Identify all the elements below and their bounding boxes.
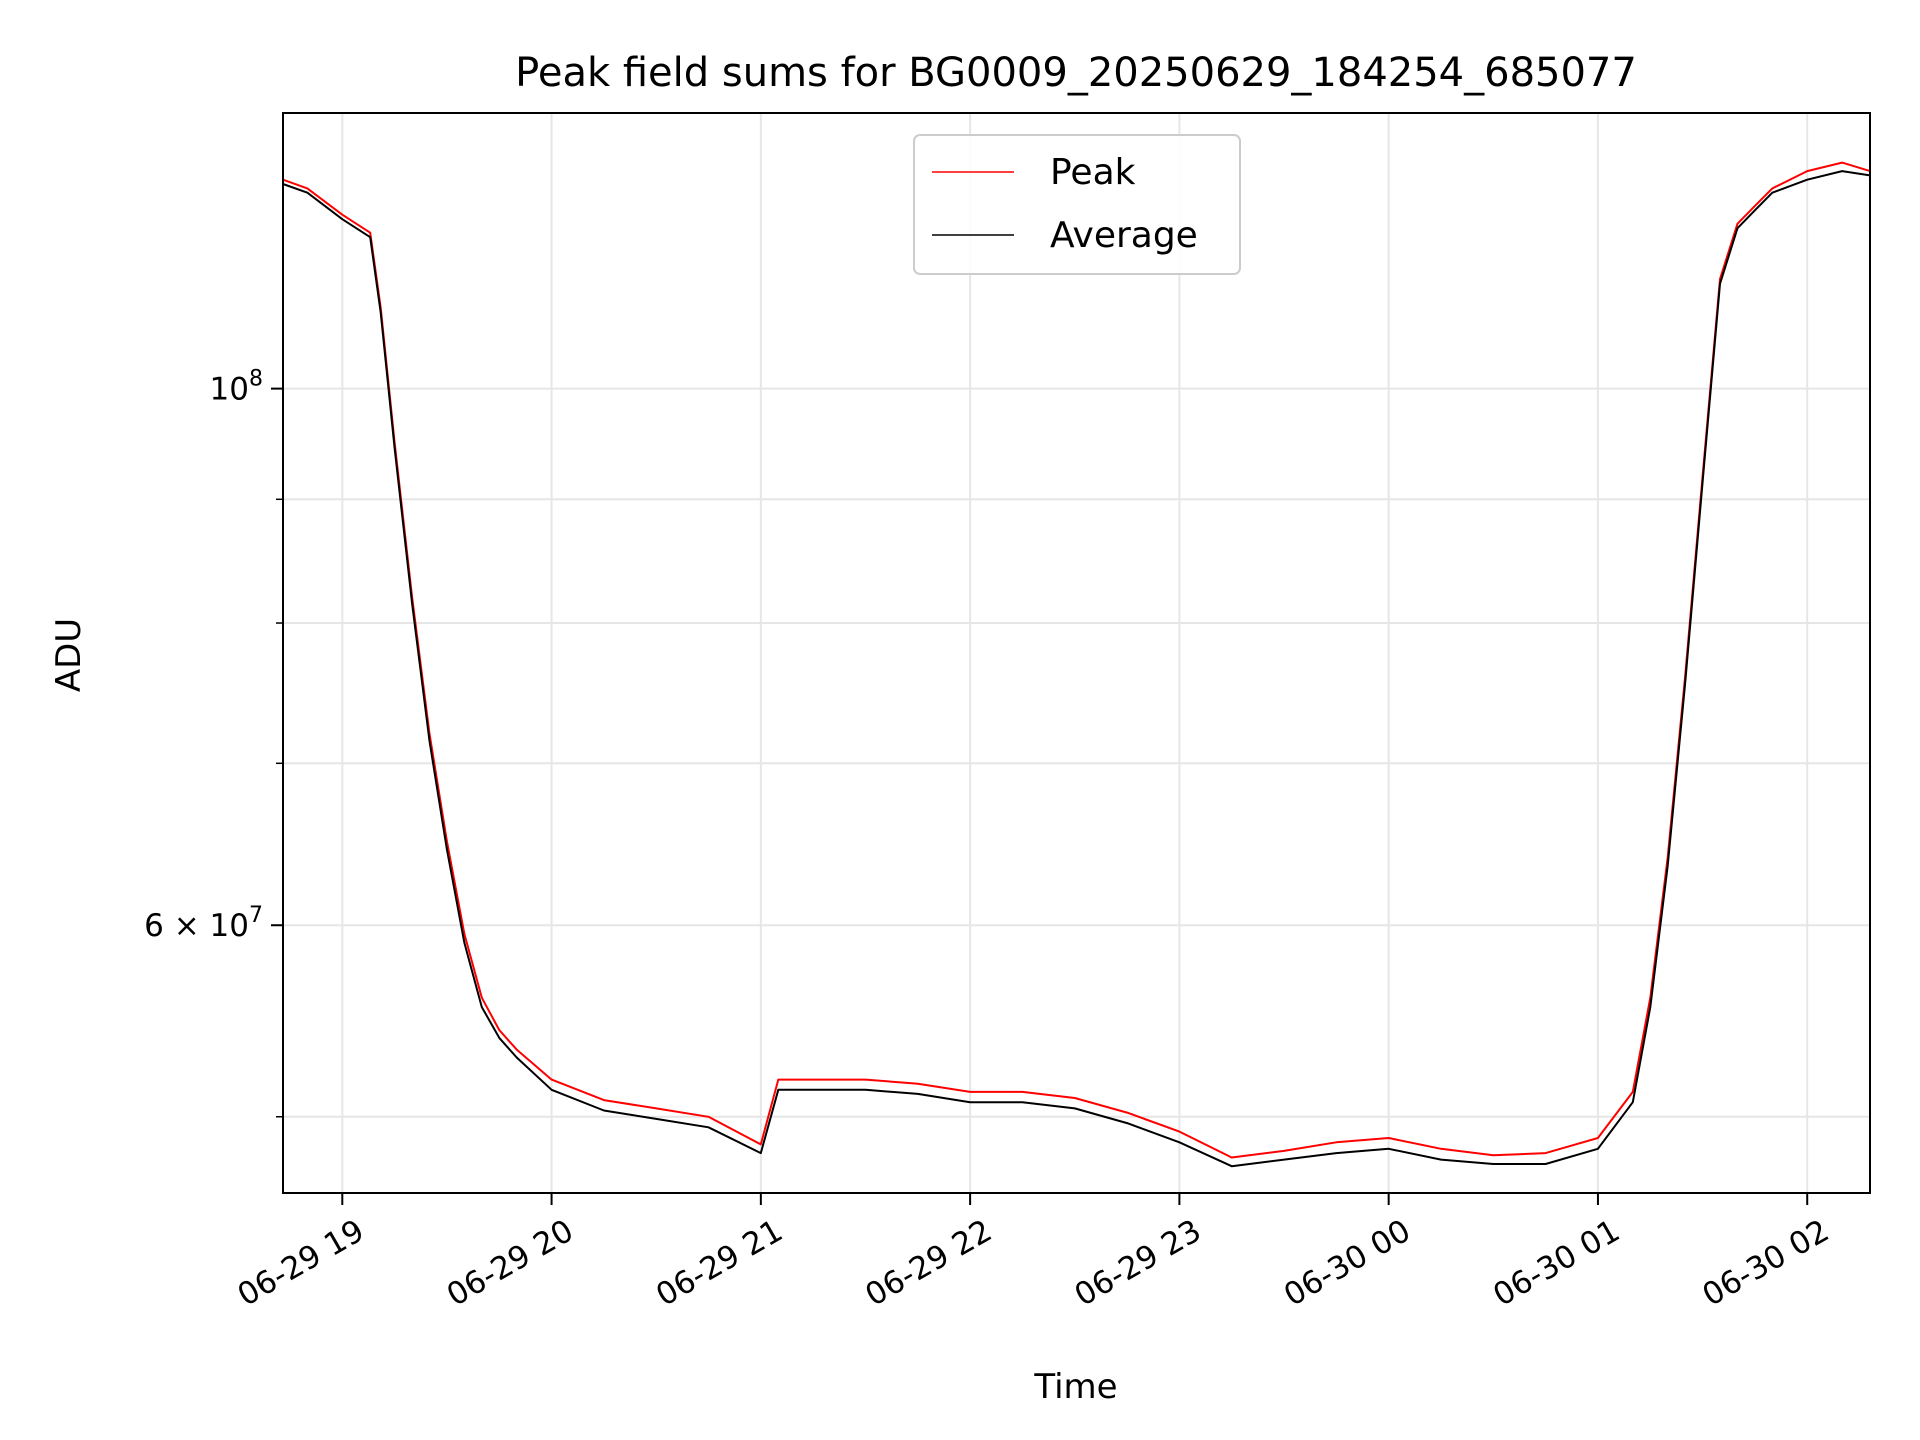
y-tick-label-exponent: 7	[249, 903, 263, 928]
legend-label-peak: Peak	[1050, 152, 1136, 193]
y-tick-label-exponent: 8	[249, 367, 263, 392]
plot-frame	[282, 112, 1871, 1194]
y-tick-label-base: 10	[210, 372, 249, 408]
legend-label-average: Average	[1050, 215, 1198, 256]
legend: Peak Average	[913, 134, 1241, 275]
y-tick-label: 108	[210, 367, 263, 408]
y-tick-label-base: 10	[210, 908, 249, 944]
series-layer	[282, 161, 1871, 1168]
y-axis-label: ADU	[49, 618, 89, 692]
y-tick-label-coefficient: 6 ×	[144, 908, 209, 944]
x-axis-label: Time	[1033, 1367, 1117, 1407]
legend-box	[913, 134, 1241, 275]
series-line-average	[282, 170, 1871, 1168]
grid	[283, 113, 1870, 1193]
y-tick-label: 6 × 107	[144, 903, 263, 944]
chart-title: Peak field sums for BG0009_20250629_1842…	[515, 50, 1637, 96]
